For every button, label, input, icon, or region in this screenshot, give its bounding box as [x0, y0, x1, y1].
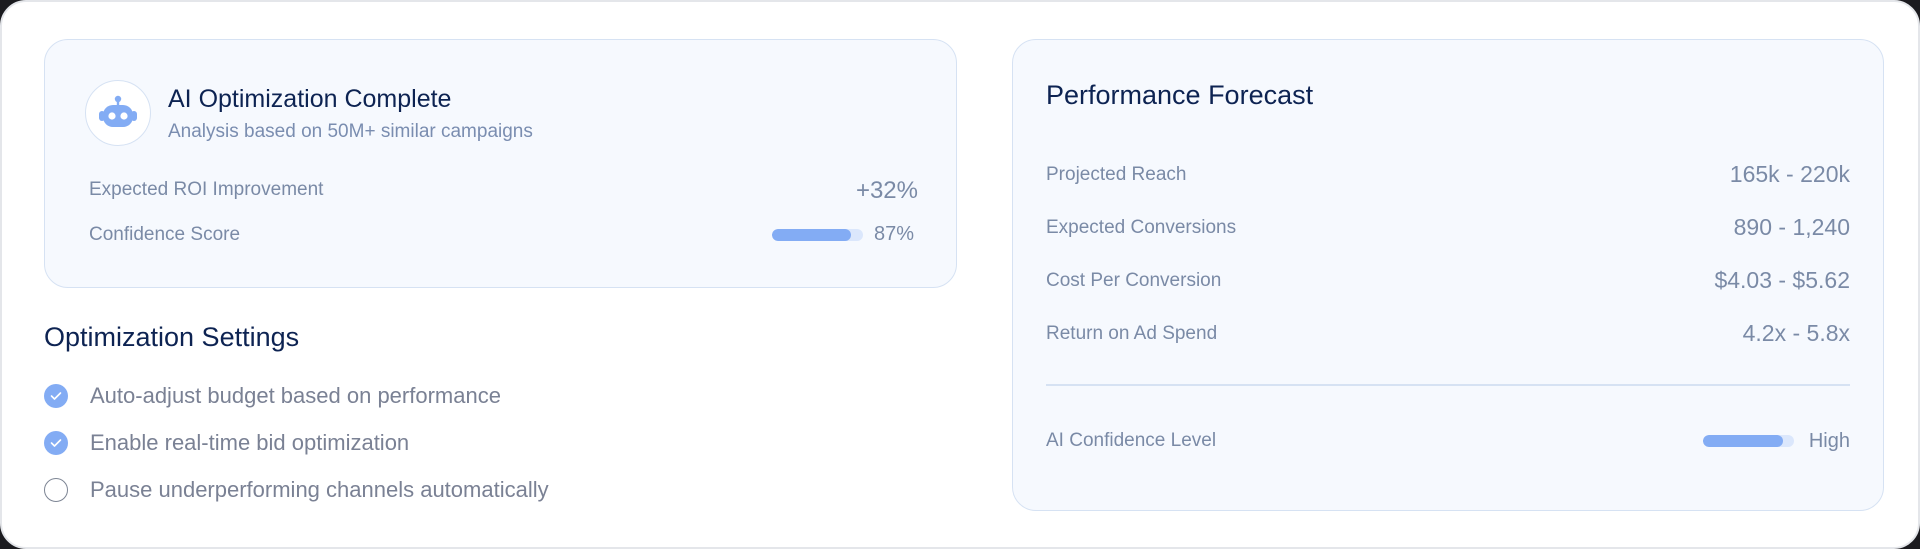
ai-confidence-fill	[1703, 435, 1784, 447]
roas-label: Return on Ad Spend	[1046, 323, 1218, 344]
robot-icon	[99, 95, 137, 127]
expected-conversions-label: Expected Conversions	[1046, 217, 1237, 238]
projected-reach-label: Projected Reach	[1046, 164, 1187, 185]
option-pause-underperforming[interactable]: Pause underperforming channels automatic…	[44, 477, 549, 503]
ai-confidence-bar	[1703, 435, 1794, 447]
checkmark-icon	[50, 439, 62, 447]
option-auto-adjust-budget[interactable]: Auto-adjust budget based on performance	[44, 383, 501, 409]
expected-conversions-value: 890 - 1,240	[1733, 214, 1850, 240]
optimization-settings-title: Optimization Settings	[44, 322, 300, 352]
performance-forecast-card: Performance Forecast Projected Reach 165…	[1012, 39, 1884, 511]
ai-card-title: AI Optimization Complete	[168, 85, 452, 113]
cost-per-conversion-label: Cost Per Conversion	[1046, 270, 1222, 291]
ai-optimization-card: AI Optimization Complete Analysis based …	[44, 39, 957, 288]
checkbox-checked[interactable]	[44, 384, 68, 408]
option-label: Enable real-time bid optimization	[90, 430, 410, 455]
option-realtime-bid[interactable]: Enable real-time bid optimization	[44, 430, 409, 456]
confidence-score-bar	[772, 229, 863, 241]
ai-card-subtitle: Analysis based on 50M+ similar campaigns	[168, 121, 533, 142]
checkmark-icon	[50, 392, 62, 400]
ai-confidence-label: AI Confidence Level	[1046, 430, 1217, 451]
confidence-score-value: 87%	[873, 223, 914, 245]
cost-per-conversion-value: $4.03 - $5.62	[1714, 267, 1850, 293]
confidence-score-fill	[772, 229, 852, 241]
forecast-title: Performance Forecast	[1046, 80, 1314, 110]
roi-value: +32%	[855, 177, 918, 204]
confidence-score-label: Confidence Score	[89, 224, 241, 245]
projected-reach-value: 165k - 220k	[1729, 161, 1850, 187]
divider	[1046, 384, 1850, 386]
option-label: Pause underperforming channels automatic…	[90, 477, 549, 502]
checkbox-checked[interactable]	[44, 431, 68, 455]
roi-label: Expected ROI Improvement	[89, 179, 324, 200]
ai-confidence-value: High	[1808, 430, 1850, 452]
option-label: Auto-adjust budget based on performance	[90, 383, 501, 408]
checkbox-unchecked[interactable]	[44, 478, 68, 502]
ai-avatar	[85, 80, 151, 146]
roas-value: 4.2x - 5.8x	[1742, 320, 1850, 346]
